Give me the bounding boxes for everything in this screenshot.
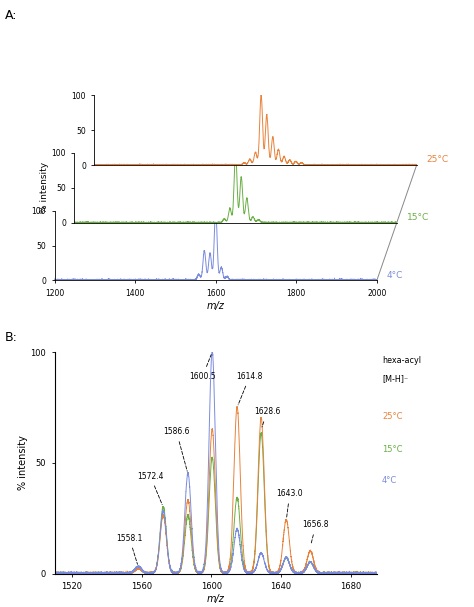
- Text: 4°C: 4°C: [387, 271, 403, 280]
- Text: B:: B:: [5, 331, 18, 344]
- Text: 1628.6: 1628.6: [254, 407, 280, 427]
- X-axis label: m/z: m/z: [207, 300, 225, 311]
- Y-axis label: % intensity: % intensity: [40, 162, 49, 214]
- Text: 1572.4: 1572.4: [137, 472, 164, 504]
- Text: 1558.1: 1558.1: [116, 534, 143, 565]
- Text: hexa-acyl: hexa-acyl: [382, 356, 421, 365]
- X-axis label: m/z: m/z: [207, 594, 225, 604]
- Text: A:: A:: [5, 9, 17, 22]
- Text: 1600.5: 1600.5: [189, 354, 216, 381]
- Text: 15°C: 15°C: [407, 213, 429, 222]
- Text: 4°C: 4°C: [382, 476, 397, 485]
- Text: 1643.0: 1643.0: [276, 489, 303, 518]
- Text: 1614.8: 1614.8: [237, 372, 263, 405]
- Text: 25°C: 25°C: [427, 155, 449, 164]
- Text: 1586.6: 1586.6: [163, 427, 190, 471]
- Text: 1656.8: 1656.8: [302, 520, 329, 544]
- Text: [M-H]⁻: [M-H]⁻: [382, 374, 408, 383]
- Text: 25°C: 25°C: [382, 412, 402, 421]
- Y-axis label: % intensity: % intensity: [18, 435, 27, 490]
- Text: 15°C: 15°C: [382, 445, 402, 454]
